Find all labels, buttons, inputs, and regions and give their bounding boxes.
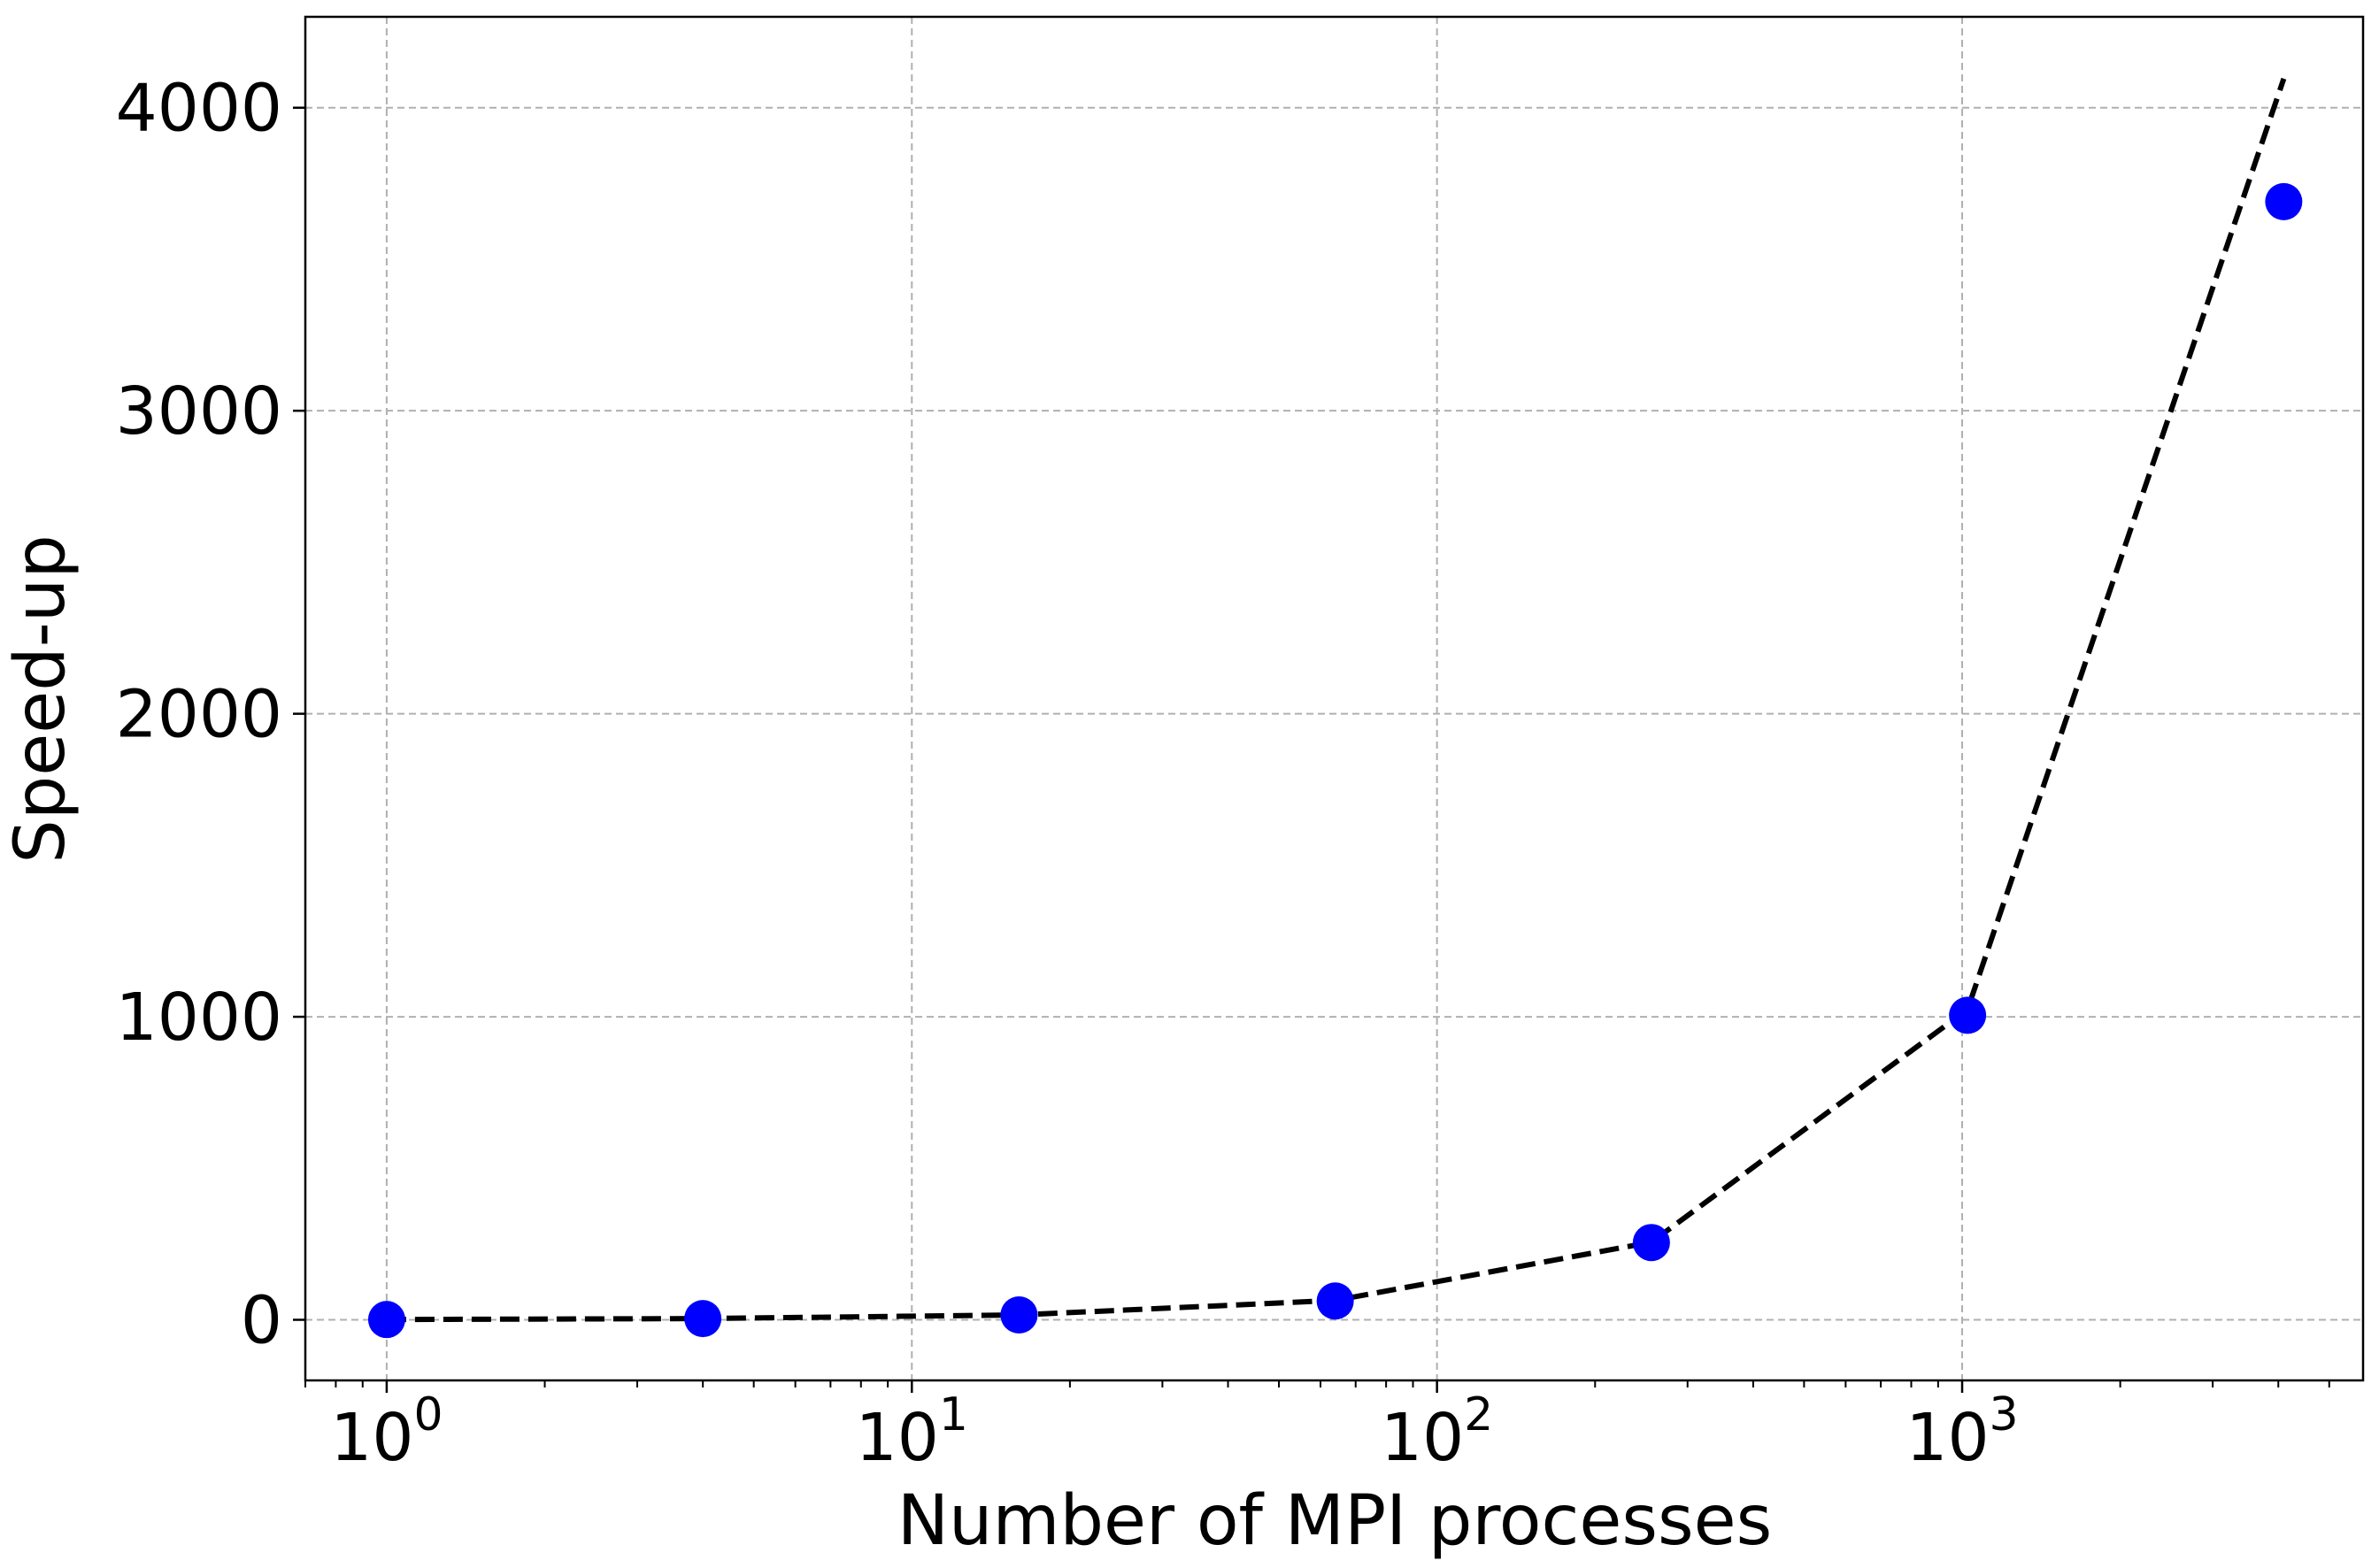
- data-point: [367, 1301, 405, 1339]
- data-point: [1000, 1296, 1038, 1334]
- x-axis-title: Number of MPI processes: [897, 1481, 1773, 1561]
- x-tick-labels: 100 101 102 103: [330, 1388, 2018, 1476]
- data-point: [1949, 996, 1987, 1034]
- x-tick-label: 100: [330, 1388, 443, 1476]
- x-tick-label: 102: [1381, 1388, 1493, 1476]
- plot-frame: [304, 15, 2365, 1382]
- x-minor-ticks: [304, 1380, 2330, 1387]
- data-point: [2265, 182, 2303, 220]
- x-tick-label: 101: [856, 1388, 968, 1476]
- y-axis-title: Speed-up: [1, 534, 81, 864]
- y-tick-label: 3000: [116, 373, 282, 450]
- major-ticks: [293, 106, 1964, 1393]
- y-tick-label: 4000: [116, 71, 282, 147]
- y-tick-label: 0: [241, 1283, 282, 1359]
- data-point: [684, 1300, 722, 1338]
- data-point: [1316, 1282, 1354, 1320]
- data-point: [1632, 1224, 1670, 1262]
- measured-points-series: [367, 182, 2303, 1339]
- y-tick-label: 1000: [116, 980, 282, 1056]
- y-tick-labels: 0 1000 2000 3000 4000: [116, 71, 282, 1359]
- x-tick-label: 103: [1906, 1388, 2018, 1476]
- grid: [305, 17, 2363, 1380]
- y-tick-label: 2000: [116, 677, 282, 753]
